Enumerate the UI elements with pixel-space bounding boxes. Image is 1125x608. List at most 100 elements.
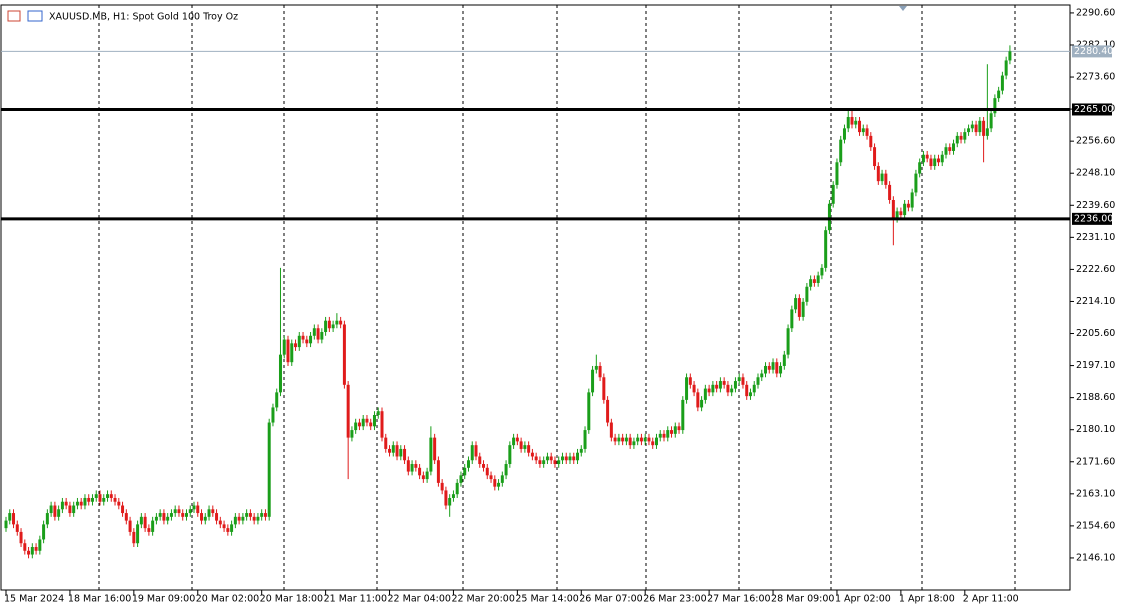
candle-body <box>282 339 286 355</box>
candle-body <box>993 98 997 114</box>
candle-body <box>948 147 952 151</box>
candle-body <box>207 509 211 517</box>
candle-body <box>248 513 252 517</box>
y-tick-label: 2273.60 <box>1076 72 1115 83</box>
candle-body <box>846 117 850 129</box>
candle-body <box>782 354 786 366</box>
candle-body <box>643 437 647 442</box>
y-tick-label: 2180.10 <box>1076 424 1115 435</box>
x-tick-label: 28 Mar 09:00 <box>771 594 834 605</box>
candle-body <box>34 547 38 551</box>
chart-icon[interactable] <box>27 10 43 22</box>
candle-body <box>576 452 580 461</box>
candle-body <box>809 279 813 287</box>
candle-body <box>1004 60 1008 76</box>
candle-body <box>395 445 399 457</box>
candle-body <box>237 516 241 521</box>
candle-body <box>982 120 986 136</box>
y-tick-label: 2214.10 <box>1076 296 1115 307</box>
candle-body <box>406 460 410 472</box>
candle-body <box>985 128 989 136</box>
menu-icon[interactable] <box>7 10 21 22</box>
candle-body <box>75 501 79 506</box>
candle-body <box>312 328 316 336</box>
candle-body <box>835 162 839 185</box>
candle-body <box>914 173 918 193</box>
candle-body <box>72 505 76 514</box>
candle-body <box>530 452 534 457</box>
candle-body <box>346 384 350 438</box>
candle-body <box>335 320 339 325</box>
x-tick-label: 26 Mar 07:00 <box>579 594 642 605</box>
candle-body <box>583 430 587 449</box>
candle-body <box>297 335 301 348</box>
candle-body <box>512 437 516 446</box>
candle-body <box>737 377 741 382</box>
candle-body <box>760 373 764 378</box>
candle-body <box>632 441 636 446</box>
candle-body <box>414 464 418 468</box>
candle-body <box>211 509 215 514</box>
candle-body <box>824 230 828 268</box>
candle-body <box>790 309 794 329</box>
candle-body <box>722 381 726 385</box>
candle-body <box>154 516 158 521</box>
candle-body <box>12 513 16 525</box>
level-label: 2236.00 <box>1074 213 1113 224</box>
chart-title: XAUUSD.MB, H1: Spot Gold 100 Troy Oz <box>49 12 238 23</box>
candle-body <box>801 301 805 317</box>
candle-body <box>128 520 132 532</box>
y-tick-label: 2163.10 <box>1076 488 1115 499</box>
candle-body <box>410 464 414 472</box>
candle-body <box>60 501 64 510</box>
candle-body <box>658 433 662 438</box>
candle-body <box>181 513 185 517</box>
candle-body <box>121 505 125 514</box>
candle-body <box>967 128 971 133</box>
candle-body <box>827 203 831 231</box>
candle-body <box>470 445 474 461</box>
candle-body <box>700 399 704 408</box>
candle-body <box>666 430 670 438</box>
candle-body <box>500 475 504 483</box>
candle-body <box>591 369 595 393</box>
candle-body <box>974 124 978 133</box>
candle-body <box>177 509 181 514</box>
candle-body <box>880 173 884 182</box>
candle-body <box>756 377 760 385</box>
candle-body <box>654 437 658 446</box>
candle-body <box>1000 75 1004 91</box>
candle-body <box>309 335 313 344</box>
candle-body <box>4 520 8 529</box>
candle-body <box>482 464 486 468</box>
candle-body <box>342 324 346 385</box>
candle-body <box>433 437 437 461</box>
y-tick-label: 2146.10 <box>1076 552 1115 563</box>
candle-body <box>478 456 482 465</box>
candle-body <box>876 166 880 182</box>
candle-body <box>256 516 260 521</box>
candle-body <box>812 279 816 283</box>
candle-body <box>903 203 907 216</box>
candle-body <box>587 392 591 431</box>
candle-body <box>113 497 117 502</box>
candle-body <box>64 501 68 506</box>
candle-body <box>906 203 910 208</box>
candle-body <box>444 490 448 506</box>
x-tick-label: 18 Mar 16:00 <box>68 594 131 605</box>
candle-body <box>677 426 681 431</box>
candle-body <box>23 543 27 551</box>
candle-body <box>354 422 358 431</box>
candle-body <box>451 494 455 498</box>
y-tick-label: 2188.60 <box>1076 392 1115 403</box>
candle-body <box>331 324 335 329</box>
candle-body <box>1008 51 1012 61</box>
y-tick-label: 2231.10 <box>1076 232 1115 243</box>
candle-body <box>786 328 790 355</box>
candle-body <box>429 437 433 472</box>
level-label-bg <box>1072 103 1112 116</box>
candle-body <box>106 494 110 498</box>
x-tick-label: 2 Apr 11:00 <box>963 594 1019 605</box>
